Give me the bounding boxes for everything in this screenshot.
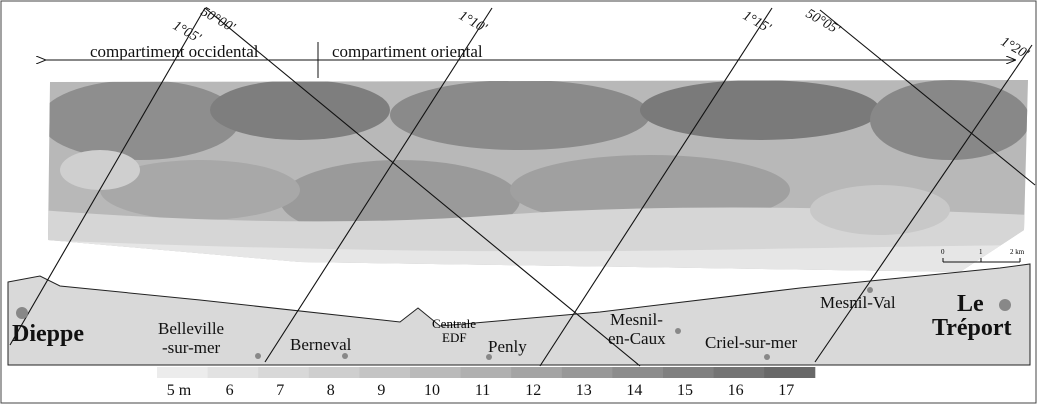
legend-swatch — [309, 367, 360, 378]
place-label: Berneval — [290, 335, 352, 354]
legend-swatch — [764, 367, 815, 378]
legend-label: 17 — [778, 382, 794, 399]
legend-label: 8 — [327, 382, 335, 399]
legend-label: 5 m — [167, 382, 192, 399]
place-label: en-Caux — [608, 329, 666, 348]
graticule-label: 50°05' — [803, 6, 843, 38]
place-label: Dieppe — [12, 321, 84, 347]
place-label: EDF — [442, 330, 467, 345]
legend-swatch — [511, 367, 562, 378]
legend-swatch — [461, 367, 512, 378]
legend-label: 13 — [576, 382, 592, 399]
place-label: Mesnil-Val — [820, 293, 896, 312]
legend-swatch — [663, 367, 714, 378]
place-label: Tréport — [932, 315, 1012, 341]
legend-label: 10 — [424, 382, 440, 399]
map: compartiment occidental compartiment ori… — [0, 0, 1037, 404]
legend-swatch — [359, 367, 410, 378]
place-label: Belleville — [158, 319, 224, 338]
place-label: Centrale — [432, 316, 476, 331]
legend-swatch — [410, 367, 461, 378]
place-label: Mesnil- — [610, 310, 663, 329]
legend-label: 14 — [626, 382, 642, 399]
legend-label: 6 — [226, 382, 234, 399]
compartment-label: compartiment occidental — [90, 42, 259, 61]
place-label: -sur-mer — [162, 338, 221, 357]
scale-label: 2 km — [1010, 248, 1025, 256]
place-label: Penly — [488, 337, 527, 356]
legend-swatch — [208, 367, 259, 378]
compartment-label: compartiment oriental — [332, 42, 483, 61]
legend-swatch — [714, 367, 765, 378]
scale-label: 1 — [979, 248, 983, 256]
legend-swatch — [157, 367, 208, 378]
place-label: Le — [957, 291, 984, 317]
legend-label: 15 — [677, 382, 693, 399]
legend-swatch — [258, 367, 309, 378]
legend: 5 m 6 7 8 9 10 11 12 13 14 15 16 17 — [157, 367, 815, 399]
legend-label: 11 — [475, 382, 490, 399]
place-label: Criel-sur-mer — [705, 333, 798, 352]
legend-swatch — [612, 367, 663, 378]
graticule-label: 1°10' — [456, 8, 490, 36]
graticule-label: 1°20' — [998, 34, 1032, 62]
legend-swatch — [562, 367, 613, 378]
bathymetry — [40, 75, 1037, 290]
legend-label: 7 — [276, 382, 284, 399]
legend-label: 9 — [377, 382, 385, 399]
legend-label: 12 — [525, 382, 541, 399]
legend-label: 16 — [728, 382, 744, 399]
graticule-label: 50°00' — [198, 4, 238, 36]
scale-label: 0 — [941, 248, 945, 256]
